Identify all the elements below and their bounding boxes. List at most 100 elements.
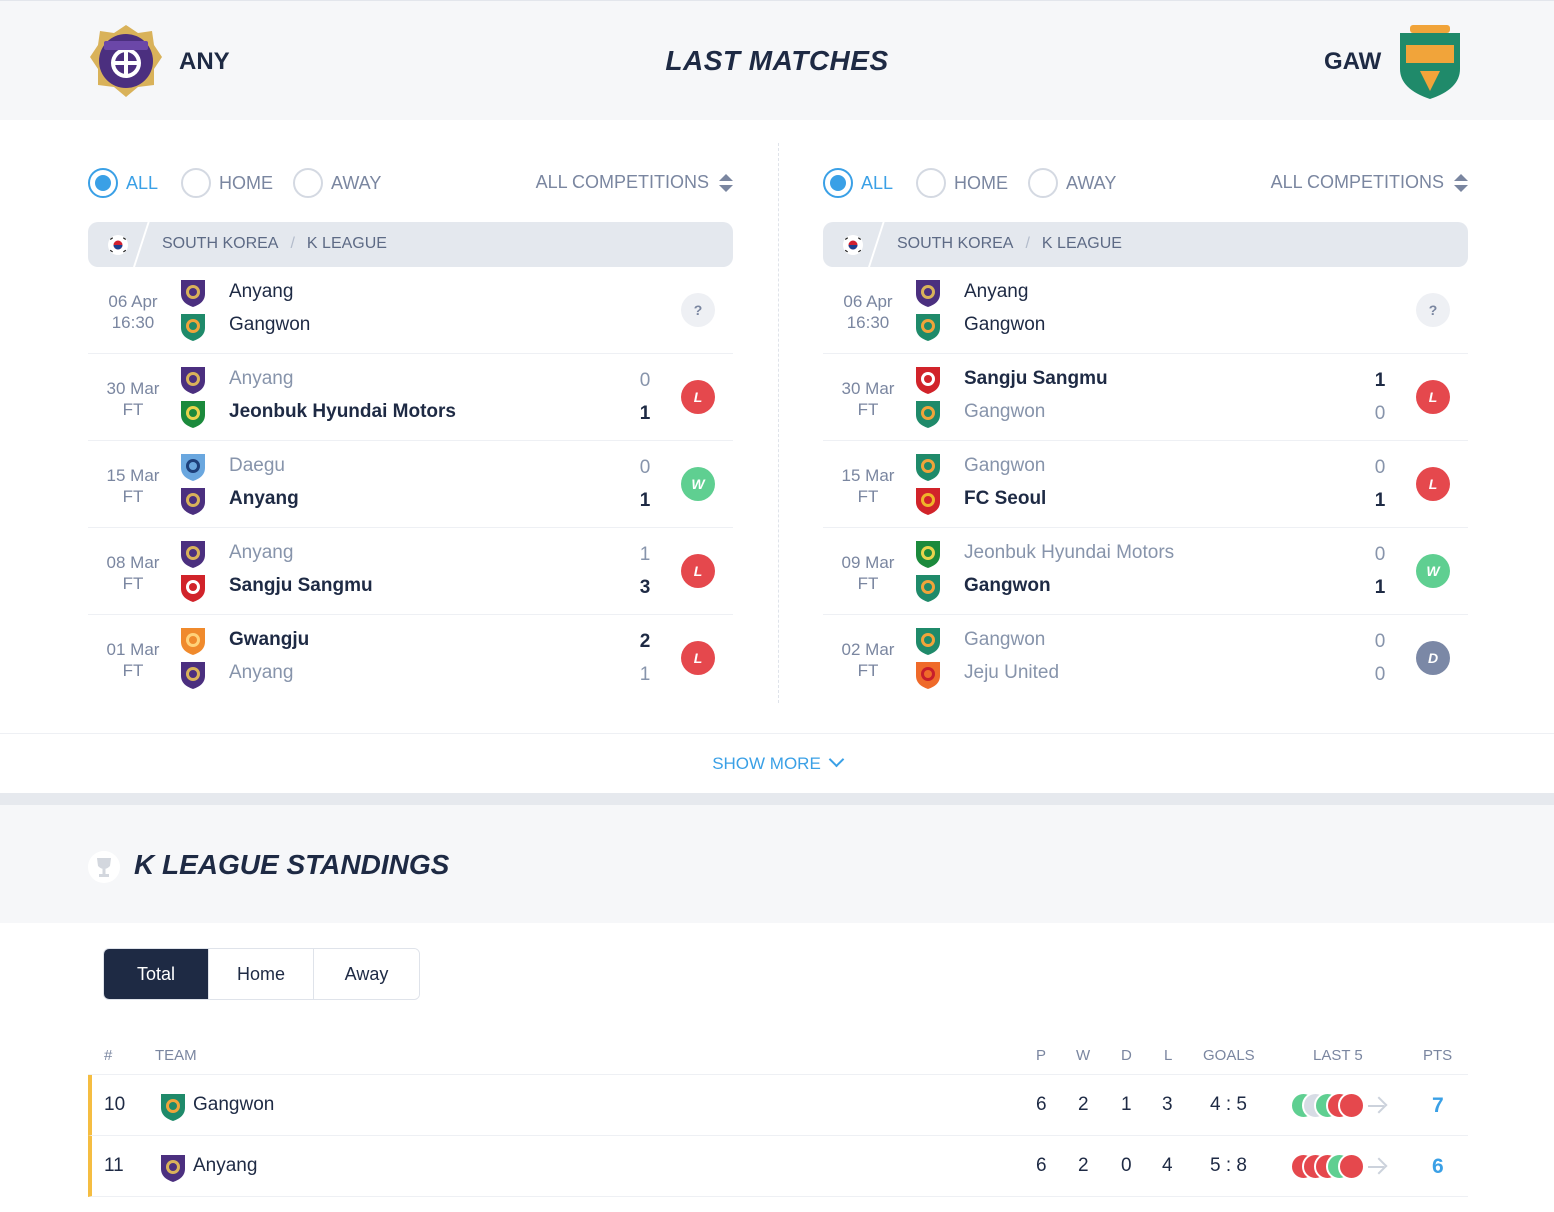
result-badge: L xyxy=(681,554,715,588)
match-day: 30 Mar xyxy=(841,379,895,398)
jeonbuk-hyundai-motors-crest-icon xyxy=(916,541,940,568)
table-row[interactable]: 11 Anyang 6 2 0 4 5 : 8 6 xyxy=(88,1136,1468,1197)
result-badge: L xyxy=(681,380,715,414)
last5-form xyxy=(1290,1153,1388,1180)
match-row[interactable]: 06 Apr 16:30 Anyang Gangwon? xyxy=(88,267,733,354)
tab-total[interactable]: Total xyxy=(104,949,209,999)
gwangju-crest-icon xyxy=(181,628,205,655)
gangwon-crest-icon xyxy=(916,314,940,341)
team-crest xyxy=(158,1152,188,1182)
league-name: K LEAGUE xyxy=(1041,235,1122,252)
away-team-name: FC Seoul xyxy=(964,488,1047,509)
match-date: 02 Mar FT xyxy=(823,639,913,681)
match-date: 15 Mar FT xyxy=(88,465,178,507)
filter-label: AWAY xyxy=(331,172,382,193)
anyang-crest-icon xyxy=(181,662,205,689)
wins: 2 xyxy=(1078,1094,1089,1115)
away-score: 3 xyxy=(639,577,651,598)
anyang-crest-icon xyxy=(916,280,940,307)
jeonbuk-hyundai-motors-crest-icon xyxy=(181,401,205,428)
result-badge: W xyxy=(681,467,715,501)
tab-home[interactable]: Home xyxy=(209,949,314,999)
match-day: 01 Mar xyxy=(106,640,160,659)
match-row[interactable]: 30 Mar FT Sangju Sangmu Gangwon 1 0 L xyxy=(823,354,1468,441)
home-team-name: Sangju Sangmu xyxy=(964,368,1108,389)
home-last-matches-panel: ALL HOME AWAY ALL COMPETITIONS SOUTH KOREA / K… xyxy=(88,140,733,702)
filter-away-radio[interactable]: AWAY xyxy=(293,168,381,198)
anyang-crest-icon[interactable] xyxy=(88,23,164,99)
show-more-button[interactable]: SHOW MORE xyxy=(0,733,1554,793)
col-draws: D xyxy=(1121,1047,1132,1064)
filter-label: HOME xyxy=(219,172,273,193)
league-country: SOUTH KOREA xyxy=(897,235,1014,252)
anyang-crest-icon xyxy=(181,367,205,394)
home-score: 0 xyxy=(1374,631,1386,652)
jeju-united-crest-icon xyxy=(916,662,940,689)
home-team-crest xyxy=(178,364,208,394)
standings-header: K LEAGUE STANDINGS xyxy=(0,805,1554,923)
match-day: 30 Mar xyxy=(106,379,160,398)
match-date: 01 Mar FT xyxy=(88,639,178,681)
away-team-crest xyxy=(913,311,943,341)
away-team-crest xyxy=(178,659,208,689)
away-team-abbr: GAW xyxy=(1324,48,1382,75)
match-row[interactable]: 02 Mar FT Gangwon Jeju United 0 0 D xyxy=(823,615,1468,702)
away-score: 0 xyxy=(1374,403,1386,424)
match-time: FT xyxy=(857,400,879,419)
filter-home-radio[interactable]: HOME xyxy=(916,168,1008,198)
match-date: 06 Apr 16:30 xyxy=(88,291,178,333)
result-badge: ? xyxy=(681,293,715,327)
match-row[interactable]: 09 Mar FT Jeonbuk Hyundai Motors Gangwon 0 1 W xyxy=(823,528,1468,615)
competition-select[interactable]: ALL COMPETITIONS xyxy=(536,172,733,193)
form-dot-l xyxy=(1338,1092,1365,1119)
away-team-crest xyxy=(913,659,943,689)
tab-away[interactable]: Away xyxy=(314,949,419,999)
radio-circle xyxy=(293,168,323,198)
team-name[interactable]: Gangwon xyxy=(193,1094,275,1115)
show-more-label: SHOW MORE xyxy=(712,754,821,773)
filter-away-radio[interactable]: AWAY xyxy=(1028,168,1116,198)
wins: 2 xyxy=(1078,1155,1089,1176)
match-row[interactable]: 08 Mar FT Anyang Sangju Sangmu 1 3 L xyxy=(88,528,733,615)
table-row[interactable]: 10 Gangwon 6 2 1 3 4 : 5 7 xyxy=(88,1075,1468,1136)
league-bar[interactable]: SOUTH KOREA / K LEAGUE xyxy=(823,222,1468,267)
match-time: 16:30 xyxy=(111,313,155,332)
trophy-icon xyxy=(88,851,120,883)
losses: 3 xyxy=(1162,1094,1173,1115)
match-time: FT xyxy=(857,574,879,593)
filter-all-radio[interactable]: ALL xyxy=(823,168,893,198)
match-row[interactable]: 15 Mar FT Gangwon FC Seoul 0 1 L xyxy=(823,441,1468,528)
gangwon-crest-icon[interactable] xyxy=(1392,23,1468,99)
goals: 5 : 8 xyxy=(1210,1155,1247,1176)
team-name[interactable]: Anyang xyxy=(193,1155,258,1176)
standings-title: K LEAGUE STANDINGS xyxy=(134,849,450,880)
filter-home-radio[interactable]: HOME xyxy=(181,168,273,198)
match-row[interactable]: 01 Mar FT Gwangju Anyang 2 1 L xyxy=(88,615,733,702)
league-bar[interactable]: SOUTH KOREA / K LEAGUE xyxy=(88,222,733,267)
match-date: 08 Mar FT xyxy=(88,552,178,594)
home-team-name: Anyang xyxy=(229,542,294,563)
match-time: FT xyxy=(857,661,879,680)
home-team-crest xyxy=(913,277,943,307)
points: 6 xyxy=(1432,1155,1444,1178)
match-time: FT xyxy=(122,400,144,419)
anyang-crest-icon xyxy=(181,541,205,568)
filter-label: HOME xyxy=(954,172,1008,193)
away-score: 1 xyxy=(1374,490,1386,511)
home-team-crest xyxy=(913,364,943,394)
match-time: FT xyxy=(122,574,144,593)
home-team-name: Daegu xyxy=(229,455,285,476)
away-team-name: Anyang xyxy=(229,488,299,509)
standings-table: # TEAM P W D L GOALS LAST 5 PTS 10 Gangwo… xyxy=(88,1035,1468,1197)
match-date: 30 Mar FT xyxy=(823,378,913,420)
match-filters: ALL HOME AWAY ALL COMPETITIONS xyxy=(823,140,1468,220)
league-country: SOUTH KOREA xyxy=(162,235,279,252)
competition-select[interactable]: ALL COMPETITIONS xyxy=(1271,172,1468,193)
match-row[interactable]: 30 Mar FT Anyang Jeonbuk Hyundai Motors 0 1 L xyxy=(88,354,733,441)
gangwon-crest-icon xyxy=(916,575,940,602)
daegu-crest-icon xyxy=(181,454,205,481)
match-day: 15 Mar xyxy=(106,466,160,485)
match-row[interactable]: 15 Mar FT Daegu Anyang 0 1 W xyxy=(88,441,733,528)
match-row[interactable]: 06 Apr 16:30 Anyang Gangwon? xyxy=(823,267,1468,354)
filter-all-radio[interactable]: ALL xyxy=(88,168,158,198)
